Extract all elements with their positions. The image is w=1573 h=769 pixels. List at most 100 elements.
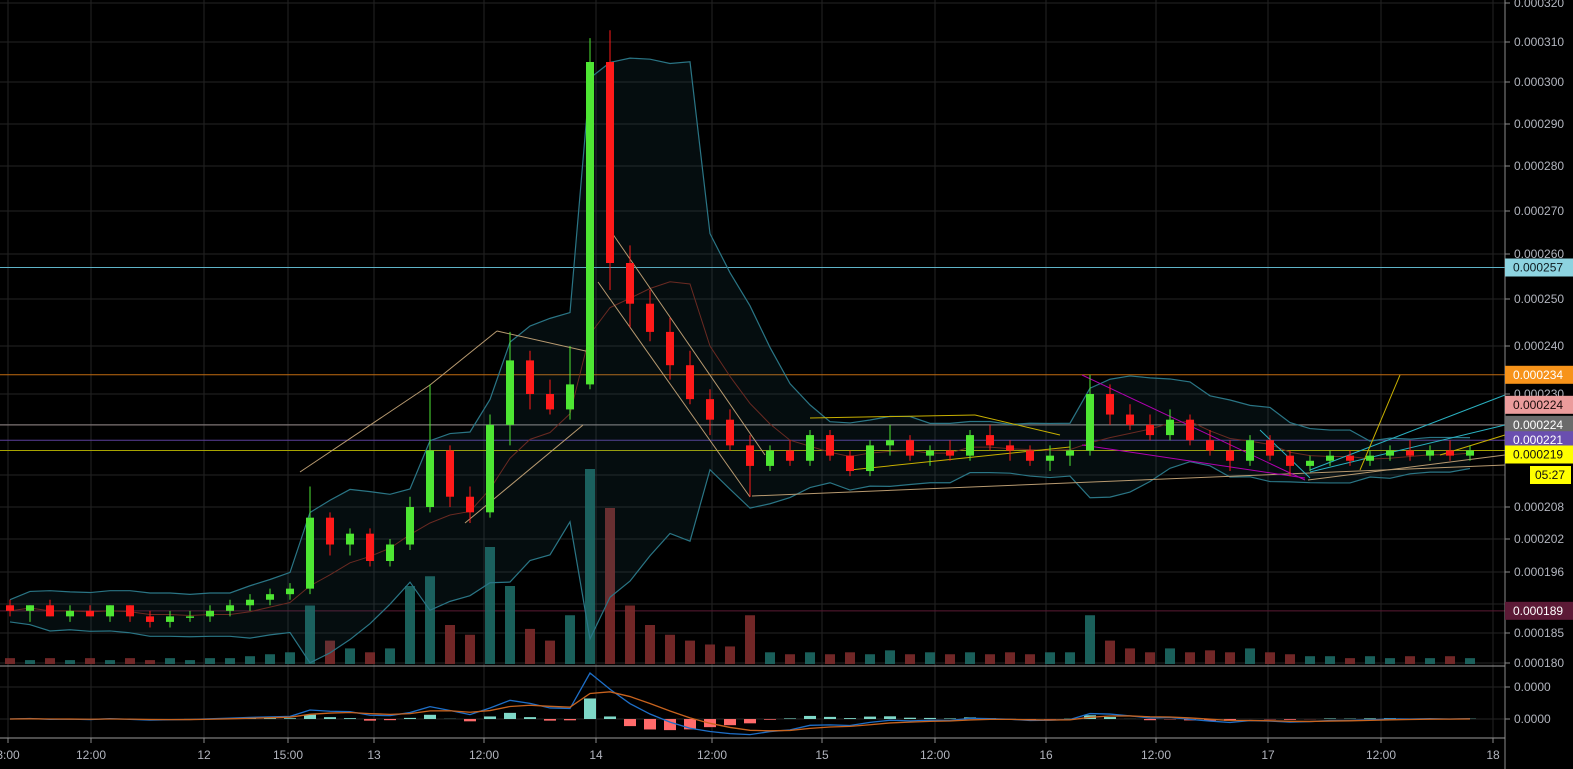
volume-bar bbox=[445, 625, 455, 664]
candle-body bbox=[1366, 455, 1374, 461]
candle bbox=[1466, 445, 1474, 461]
candle-body bbox=[126, 605, 134, 617]
macd-histogram-bar bbox=[324, 717, 336, 719]
time-tick-label: 15:00 bbox=[273, 748, 303, 762]
candle bbox=[806, 429, 814, 466]
volume-bar bbox=[665, 634, 675, 664]
candle-body bbox=[206, 610, 214, 617]
price-level-badge: 0.000234 bbox=[1505, 365, 1573, 384]
macd-histogram-bar bbox=[264, 718, 276, 719]
time-tick-label: 14 bbox=[589, 748, 603, 762]
volume-bar bbox=[265, 654, 275, 664]
volume-bar bbox=[85, 658, 95, 664]
candle-body bbox=[586, 62, 594, 385]
volume-bars bbox=[5, 469, 1475, 664]
price-level-badge-bg bbox=[1505, 395, 1573, 414]
candle bbox=[226, 599, 234, 617]
macd-signal-line bbox=[9, 691, 1471, 732]
candle bbox=[206, 605, 214, 622]
candle bbox=[186, 610, 194, 622]
candle bbox=[266, 588, 274, 606]
candle-body bbox=[1386, 450, 1394, 456]
volume-bar bbox=[385, 648, 395, 664]
candle-body bbox=[1426, 450, 1434, 456]
candle bbox=[666, 317, 674, 380]
candle-body bbox=[606, 62, 614, 263]
candle bbox=[1326, 450, 1334, 466]
time-tick-label: 15 bbox=[815, 748, 829, 762]
time-tick-label: 12:00 bbox=[920, 748, 950, 762]
price-tick-label: 0.000250 bbox=[1514, 292, 1564, 306]
price-level-labels: 0.0002570.0002340.0002240.0002240.000221… bbox=[1505, 258, 1573, 620]
price-level-badge-bg bbox=[1505, 365, 1573, 384]
price-axis-bg[interactable] bbox=[1505, 0, 1573, 769]
candle bbox=[506, 331, 514, 446]
price-level-badge-bg bbox=[1505, 258, 1573, 277]
volume-bar bbox=[885, 650, 895, 664]
candle-body bbox=[846, 455, 854, 472]
candle-body bbox=[1066, 450, 1074, 456]
candle-body bbox=[906, 440, 914, 456]
candle-body bbox=[506, 360, 514, 425]
candle-body bbox=[746, 445, 754, 466]
volume-bar bbox=[1225, 652, 1235, 664]
macd-histogram-bar bbox=[584, 698, 596, 719]
volume-bar bbox=[1425, 658, 1435, 664]
volume-bar bbox=[585, 469, 595, 664]
candle bbox=[546, 379, 554, 415]
candle bbox=[386, 539, 394, 567]
candle bbox=[526, 350, 534, 410]
volume-bar bbox=[1045, 652, 1055, 664]
volume-bar bbox=[145, 660, 155, 664]
volume-bar bbox=[225, 658, 235, 664]
price-level-badge-bg bbox=[1505, 431, 1573, 450]
volume-bar bbox=[545, 640, 555, 664]
time-tick-label: 12:00 bbox=[469, 748, 499, 762]
candles bbox=[6, 30, 1474, 628]
candle-body bbox=[46, 605, 54, 617]
price-level-badge-text: 0.000257 bbox=[1513, 261, 1563, 275]
candle-body bbox=[226, 605, 234, 611]
trendline bbox=[1081, 444, 1306, 479]
candle-body bbox=[306, 517, 314, 589]
macd-pane bbox=[9, 672, 1476, 736]
candle bbox=[486, 414, 494, 518]
candle bbox=[326, 512, 334, 556]
volume-bar bbox=[1265, 652, 1275, 664]
macd-histogram-bar bbox=[304, 714, 316, 719]
candle bbox=[926, 445, 934, 466]
volume-bar bbox=[565, 615, 575, 664]
volume-bar bbox=[1065, 652, 1075, 664]
candle-body bbox=[986, 435, 994, 446]
macd-tick-label: 0.0000 bbox=[1514, 680, 1551, 694]
time-axis[interactable]: 3:00 12:00 12 15:00 13 12:00 14 12:00 15 12:00 16 1… bbox=[0, 738, 1500, 762]
bollinger-upper bbox=[9, 57, 1471, 601]
macd-histogram-bar bbox=[684, 719, 696, 730]
volume-bar bbox=[345, 648, 355, 664]
candle-body bbox=[806, 435, 814, 461]
candle-body bbox=[1306, 460, 1314, 466]
trendline bbox=[464, 424, 584, 524]
candle-body bbox=[1086, 394, 1094, 451]
price-level-badge-text: 0.000234 bbox=[1513, 368, 1563, 382]
volume-bar bbox=[745, 615, 755, 664]
candle bbox=[26, 605, 34, 622]
volume-bar bbox=[1205, 650, 1215, 664]
candle-body bbox=[66, 610, 74, 617]
macd-histogram-bar bbox=[464, 719, 476, 722]
candle-body bbox=[726, 419, 734, 446]
price-tick-label: 0.000270 bbox=[1514, 204, 1564, 218]
candle-body bbox=[1046, 455, 1054, 461]
price-tick-label: 0.000300 bbox=[1514, 75, 1564, 89]
candle bbox=[1066, 440, 1074, 466]
candle-body bbox=[1266, 440, 1274, 456]
volume-bar bbox=[185, 660, 195, 664]
macd-histogram-bar bbox=[724, 719, 736, 726]
volume-bar bbox=[1165, 648, 1175, 664]
candle-body bbox=[1466, 450, 1474, 456]
candle bbox=[1126, 404, 1134, 430]
macd-histogram-bar bbox=[784, 718, 796, 719]
candle bbox=[286, 583, 294, 600]
bollinger-bands bbox=[9, 57, 1471, 664]
